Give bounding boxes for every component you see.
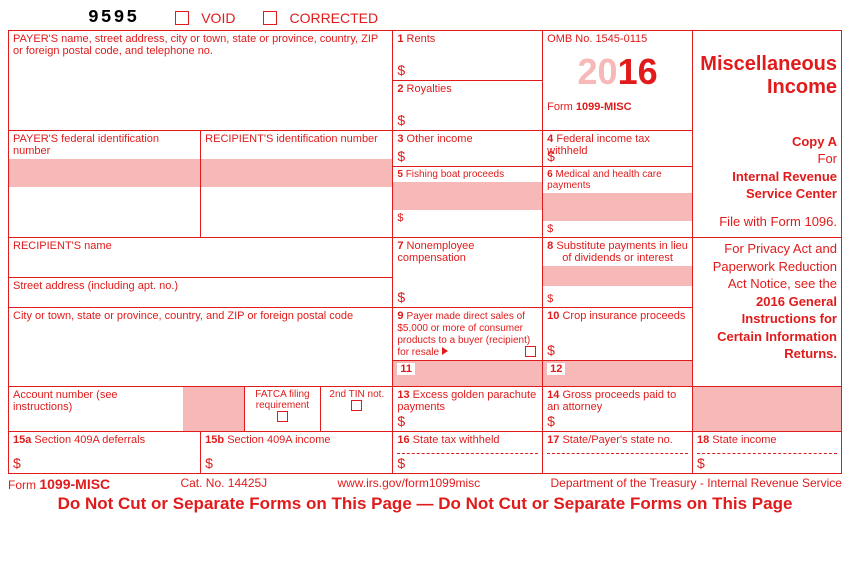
box1-cell[interactable]: 1 Rents $	[393, 31, 543, 81]
copy-a-cell: Copy A For Internal Revenue Service Cent…	[692, 131, 841, 238]
title-cell: Miscellaneous Income	[692, 31, 841, 131]
void-label: VOID	[201, 10, 235, 26]
box7-cell[interactable]: 7 Nonemployee compensation $	[393, 238, 543, 308]
box4-cell[interactable]: 4 Federal income tax withheld $	[543, 131, 693, 167]
footer-row: Form 1099-MISC Cat. No. 14425J www.irs.g…	[8, 476, 842, 492]
box13-cell[interactable]: 13 Excess golden parachute payments $	[393, 387, 543, 432]
box8-cell[interactable]: 8 Substitute payments in lieu of dividen…	[543, 238, 693, 308]
box3-cell[interactable]: 3 Other income $	[393, 131, 543, 167]
id-numbers-cell: PAYER'S federal identification number RE…	[9, 131, 393, 238]
recipient-id-input[interactable]	[201, 159, 393, 187]
box6-cell[interactable]: 6 Medical and health care payments $	[543, 167, 693, 238]
privacy-cell: For Privacy Act and Paperwork Reduction …	[692, 238, 841, 387]
omb-year-cell: OMB No. 1545-0115 2016 Form 1099-MISC	[543, 31, 693, 131]
account-row: Account number (see instructions) FATCA …	[9, 387, 393, 432]
top-header: 9595 VOID CORRECTED	[8, 8, 842, 28]
recipient-id-label: RECIPIENT'S identification number	[201, 131, 393, 159]
box9-cell[interactable]: 9 Payer made direct sales of $5,000 or m…	[393, 308, 543, 361]
void-checkbox[interactable]	[175, 11, 189, 25]
second-tin-cell[interactable]: 2nd TIN not.	[321, 387, 393, 431]
box18-cell[interactable]: 18 State income $	[692, 432, 841, 474]
box16-cell[interactable]: 16 State tax withheld $	[393, 432, 543, 474]
box5-cell[interactable]: 5 Fishing boat proceeds $	[393, 167, 543, 238]
col4-shade	[692, 387, 841, 432]
box12-cell[interactable]: 12	[543, 361, 693, 387]
form-number: 9595	[88, 8, 139, 28]
recipient-name-cell[interactable]: RECIPIENT'S name	[9, 238, 393, 278]
second-tin-checkbox[interactable]	[351, 400, 362, 411]
do-not-cut: Do Not Cut or Separate Forms on This Pag…	[8, 494, 842, 514]
account-shade[interactable]	[183, 387, 244, 431]
fatca-checkbox[interactable]	[277, 411, 288, 422]
box15-row: 15a Section 409A deferrals $ 15b Section…	[9, 432, 393, 474]
box15a-cell[interactable]: 15a Section 409A deferrals $	[9, 432, 201, 473]
corrected-checkbox[interactable]	[263, 11, 277, 25]
box15b-cell[interactable]: 15b Section 409A income $	[201, 432, 393, 473]
box2-cell[interactable]: 2 Royalties $	[393, 81, 543, 131]
form-1099-table: PAYER'S name, street address, city or to…	[8, 30, 842, 474]
box14-cell[interactable]: 14 Gross proceeds paid to an attorney $	[543, 387, 693, 432]
box17-cell[interactable]: 17 State/Payer's state no.	[543, 432, 693, 474]
box9-checkbox[interactable]	[525, 346, 536, 357]
payer-info-cell[interactable]: PAYER'S name, street address, city or to…	[9, 31, 393, 131]
box11-cell[interactable]: 11	[393, 361, 543, 387]
payer-fed-id-input[interactable]	[9, 159, 201, 187]
street-address-cell[interactable]: Street address (including apt. no.)	[9, 278, 393, 308]
payer-fed-id-label: PAYER'S federal identification number	[9, 131, 201, 159]
triangle-icon	[442, 347, 448, 355]
fatca-cell[interactable]: FATCA filing requirement	[244, 387, 321, 431]
corrected-label: CORRECTED	[289, 10, 378, 26]
account-label[interactable]: Account number (see instructions)	[9, 387, 183, 431]
box10-cell[interactable]: 10 Crop insurance proceeds $	[543, 308, 693, 361]
city-state-cell[interactable]: City or town, state or province, country…	[9, 308, 393, 387]
